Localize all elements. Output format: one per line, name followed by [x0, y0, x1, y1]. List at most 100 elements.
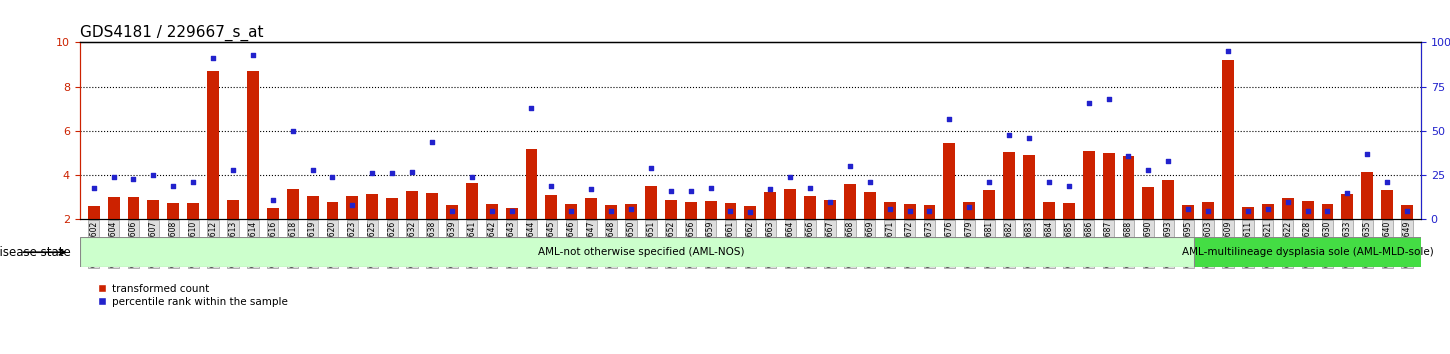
Bar	[465, 183, 477, 219]
Point	[480, 208, 503, 213]
Point	[1276, 199, 1299, 205]
Bar	[545, 195, 557, 219]
Bar	[1163, 180, 1174, 219]
Bar	[1382, 190, 1393, 219]
Point	[1018, 135, 1041, 141]
Bar	[148, 200, 160, 219]
Point	[83, 185, 106, 190]
Point	[281, 128, 304, 134]
Bar	[1083, 151, 1095, 219]
Point	[420, 139, 444, 144]
Point	[660, 188, 683, 194]
Bar	[844, 184, 856, 219]
Point	[858, 179, 882, 185]
Bar	[80, 237, 1202, 267]
Bar	[386, 199, 399, 219]
Point	[241, 52, 264, 58]
Bar	[705, 201, 716, 219]
Point	[162, 183, 186, 189]
Point	[879, 206, 902, 212]
Point	[341, 202, 364, 208]
Bar	[447, 205, 458, 219]
Point	[738, 210, 761, 215]
Bar	[1195, 237, 1421, 267]
Point	[818, 199, 841, 205]
Point	[679, 188, 702, 194]
Bar	[207, 71, 219, 219]
Point	[1256, 206, 1279, 212]
Point	[719, 208, 742, 213]
Point	[918, 208, 941, 213]
Point	[521, 105, 544, 111]
Point	[1335, 190, 1359, 196]
Bar	[247, 71, 260, 219]
Bar	[784, 188, 796, 219]
Point	[799, 185, 822, 190]
Bar	[347, 196, 358, 219]
Bar	[1102, 153, 1115, 219]
Bar	[684, 202, 696, 219]
Point	[202, 56, 225, 61]
Point	[639, 165, 663, 171]
Bar	[605, 205, 618, 219]
Bar	[326, 202, 338, 219]
Bar	[267, 209, 278, 219]
Point	[1237, 208, 1260, 213]
Point	[580, 187, 603, 192]
Point	[400, 169, 423, 175]
Point	[957, 204, 980, 210]
Bar	[625, 204, 637, 219]
Text: AML-not otherwise specified (AML-NOS): AML-not otherwise specified (AML-NOS)	[538, 247, 744, 257]
Point	[1157, 158, 1180, 164]
Point	[898, 208, 921, 213]
Bar	[287, 188, 299, 219]
Point	[1395, 208, 1418, 213]
Point	[261, 197, 284, 203]
Bar	[744, 206, 757, 219]
Bar	[87, 206, 100, 219]
Bar	[1024, 155, 1035, 219]
Point	[1176, 206, 1199, 212]
Bar	[1362, 172, 1373, 219]
Point	[142, 172, 165, 178]
Bar	[924, 205, 935, 219]
Text: GDS4181 / 229667_s_at: GDS4181 / 229667_s_at	[80, 25, 264, 41]
Bar	[566, 204, 577, 219]
Bar	[1003, 152, 1015, 219]
Bar	[883, 202, 896, 219]
Bar	[764, 192, 776, 219]
Bar	[963, 202, 976, 219]
Bar	[1122, 156, 1134, 219]
Point	[699, 185, 722, 190]
Bar	[426, 193, 438, 219]
Bar	[664, 200, 677, 219]
Bar	[306, 196, 319, 219]
Point	[1037, 179, 1060, 185]
Bar	[944, 143, 956, 219]
Bar	[645, 186, 657, 219]
Point	[302, 167, 325, 173]
Bar	[486, 204, 497, 219]
Point	[1315, 208, 1338, 213]
Bar	[107, 198, 119, 219]
Point	[361, 171, 384, 176]
Point	[560, 208, 583, 213]
Bar	[187, 203, 199, 219]
Bar	[167, 203, 180, 219]
Point	[1137, 167, 1160, 173]
Bar	[1222, 60, 1234, 219]
Bar	[903, 204, 915, 219]
Point	[1296, 208, 1320, 213]
Point	[500, 208, 523, 213]
Point	[1217, 48, 1240, 54]
Point	[838, 164, 861, 169]
Point	[977, 179, 1000, 185]
Point	[222, 167, 245, 173]
Point	[320, 174, 344, 180]
Point	[779, 174, 802, 180]
Point	[1077, 100, 1101, 105]
Point	[181, 179, 204, 185]
Point	[938, 116, 961, 121]
Bar	[1321, 204, 1334, 219]
Bar	[824, 200, 837, 219]
